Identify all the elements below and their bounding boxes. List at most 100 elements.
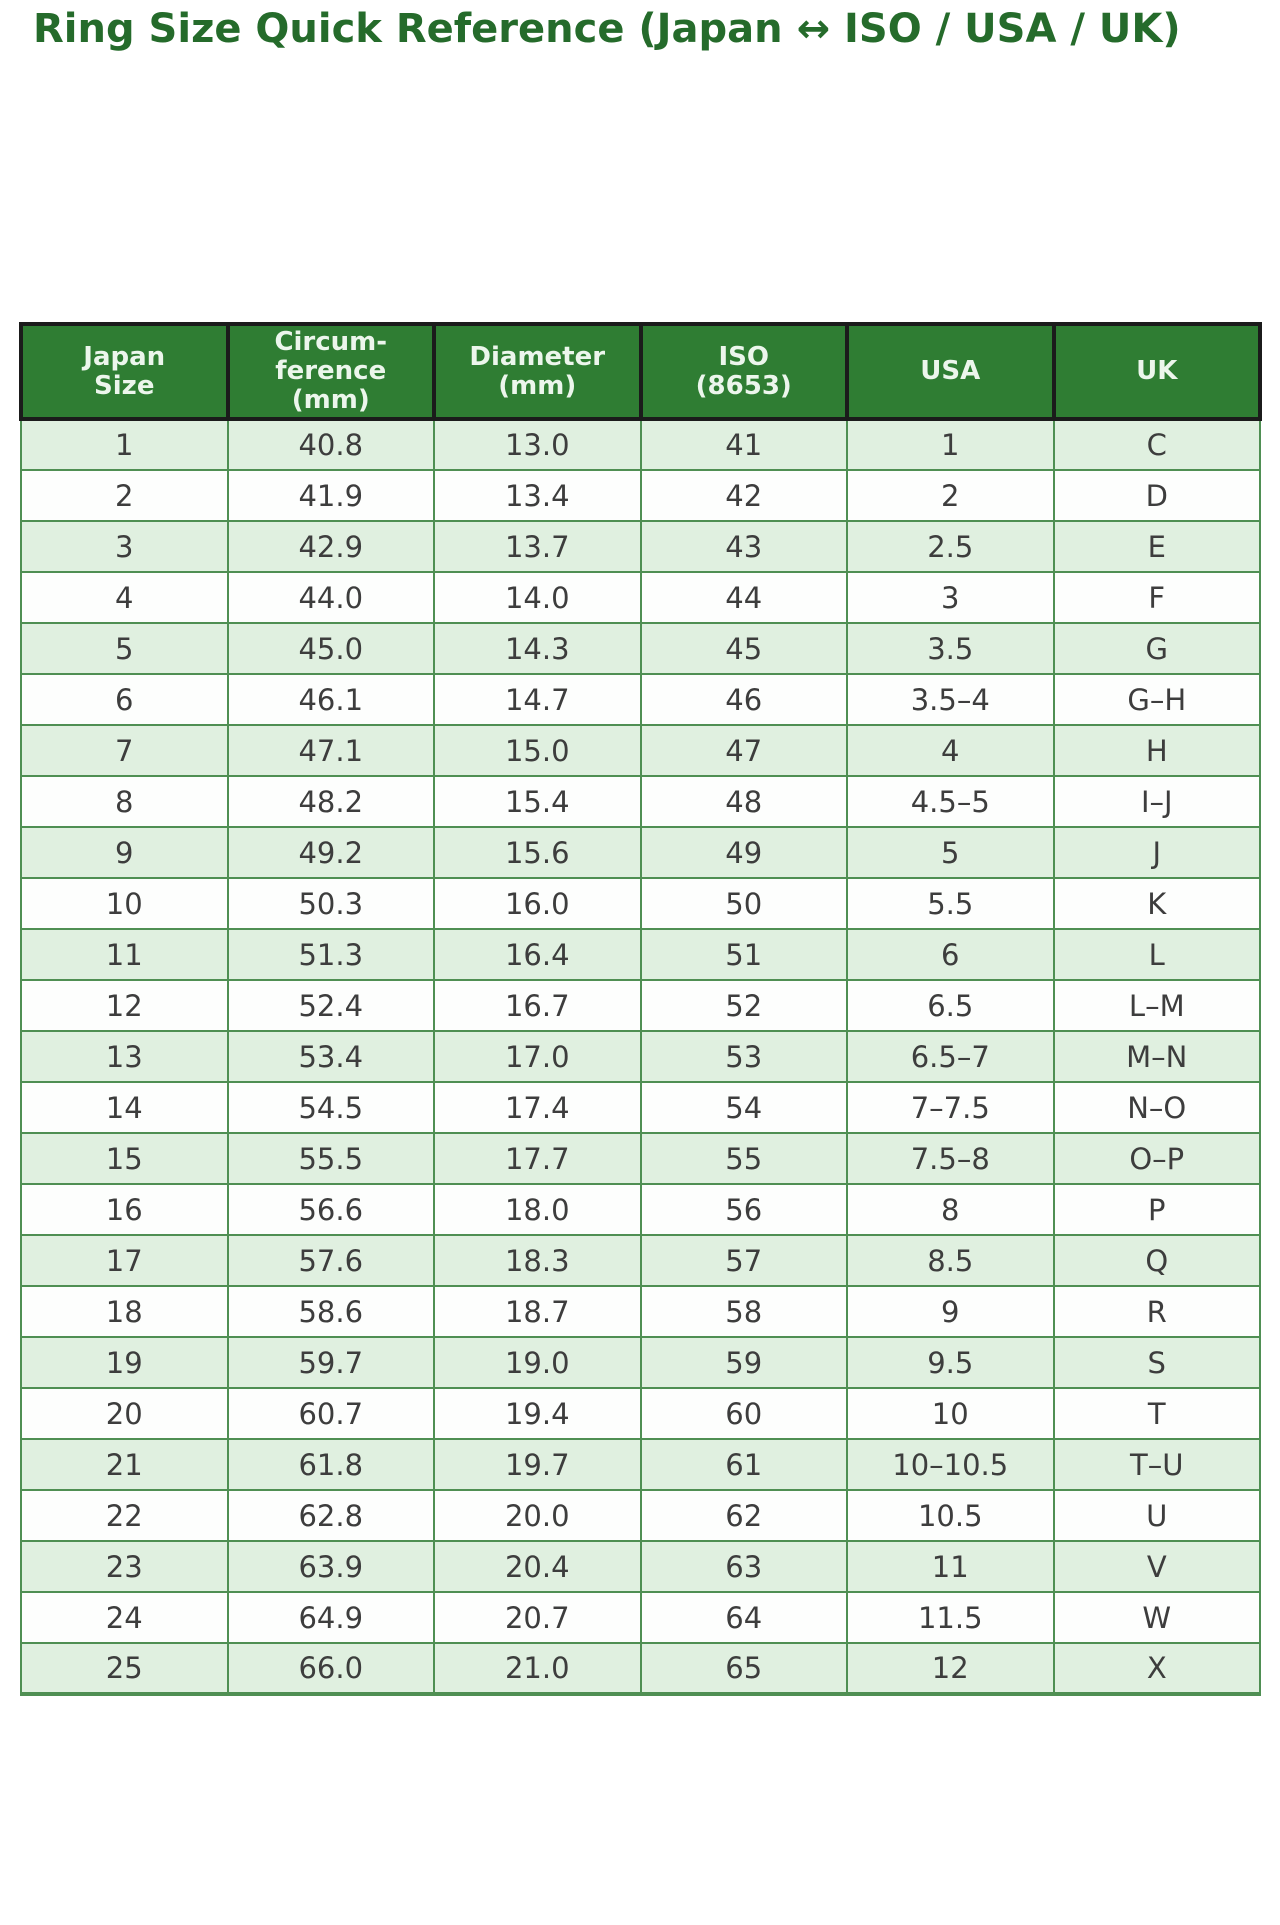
table-cell-usa: 3 bbox=[846, 571, 1055, 625]
table-cell-japan-size: 18 bbox=[20, 1285, 229, 1339]
table-cell-circumference: 46.1 bbox=[226, 673, 435, 727]
table-cell-iso: 45 bbox=[639, 622, 848, 676]
table-cell-japan-size: 5 bbox=[20, 622, 229, 676]
column-header-usa: USA bbox=[845, 321, 1056, 422]
table-row: 8 48.2 15.4 48 4.5–5 I–J bbox=[20, 775, 1261, 829]
table-cell-iso: 54 bbox=[639, 1081, 848, 1135]
table-cell-iso: 58 bbox=[639, 1285, 848, 1339]
table-row: 7 47.1 15.0 47 4 H bbox=[20, 724, 1261, 778]
table-cell-japan-size: 25 bbox=[20, 1642, 229, 1696]
table-cell-uk: H bbox=[1052, 724, 1261, 778]
column-header-diameter: Diameter (mm) bbox=[432, 321, 643, 422]
table-row: 12 52.4 16.7 52 6.5 L–M bbox=[20, 979, 1261, 1033]
table-cell-circumference: 54.5 bbox=[226, 1081, 435, 1135]
table-cell-iso: 44 bbox=[639, 571, 848, 625]
table-cell-usa: 8 bbox=[846, 1183, 1055, 1237]
table-cell-iso: 48 bbox=[639, 775, 848, 829]
table-cell-circumference: 59.7 bbox=[226, 1336, 435, 1390]
table-row: 22 62.8 20.0 62 10.5 U bbox=[20, 1489, 1261, 1543]
table-cell-diameter: 14.0 bbox=[433, 571, 642, 625]
table-row: 15 55.5 17.7 55 7.5–8 O–P bbox=[20, 1132, 1261, 1186]
table-cell-japan-size: 22 bbox=[20, 1489, 229, 1543]
table-row: 14 54.5 17.4 54 7–7.5 N–O bbox=[20, 1081, 1261, 1135]
table-cell-uk: Q bbox=[1052, 1234, 1261, 1288]
table-cell-japan-size: 4 bbox=[20, 571, 229, 625]
table-cell-circumference: 41.9 bbox=[226, 469, 435, 523]
table-cell-usa: 5.5 bbox=[846, 877, 1055, 931]
table-cell-circumference: 42.9 bbox=[226, 520, 435, 574]
table-cell-circumference: 47.1 bbox=[226, 724, 435, 778]
table-cell-uk: S bbox=[1052, 1336, 1261, 1390]
table-cell-japan-size: 3 bbox=[20, 520, 229, 574]
table-row: 11 51.3 16.4 51 6 L bbox=[20, 928, 1261, 982]
table-cell-uk: O–P bbox=[1052, 1132, 1261, 1186]
table-row: 5 45.0 14.3 45 3.5 G bbox=[20, 622, 1261, 676]
table-cell-japan-size: 21 bbox=[20, 1438, 229, 1492]
table-row: 1 40.8 13.0 41 1 C bbox=[20, 418, 1261, 472]
table-cell-usa: 4 bbox=[846, 724, 1055, 778]
table-cell-usa: 5 bbox=[846, 826, 1055, 880]
table-row: 19 59.7 19.0 59 9.5 S bbox=[20, 1336, 1261, 1390]
table-cell-diameter: 18.0 bbox=[433, 1183, 642, 1237]
table-cell-iso: 42 bbox=[639, 469, 848, 523]
table-cell-uk: L–M bbox=[1052, 979, 1261, 1033]
table-cell-usa: 10.5 bbox=[846, 1489, 1055, 1543]
table-cell-usa: 9 bbox=[846, 1285, 1055, 1339]
table-cell-diameter: 16.7 bbox=[433, 979, 642, 1033]
table-cell-circumference: 58.6 bbox=[226, 1285, 435, 1339]
table-row: 3 42.9 13.7 43 2.5 E bbox=[20, 520, 1261, 574]
table-cell-diameter: 17.4 bbox=[433, 1081, 642, 1135]
table-cell-japan-size: 15 bbox=[20, 1132, 229, 1186]
table-cell-iso: 46 bbox=[639, 673, 848, 727]
table-cell-iso: 51 bbox=[639, 928, 848, 982]
table-cell-usa: 3.5 bbox=[846, 622, 1055, 676]
table-cell-circumference: 45.0 bbox=[226, 622, 435, 676]
table-row: 13 53.4 17.0 53 6.5–7 M–N bbox=[20, 1030, 1261, 1084]
table-cell-iso: 61 bbox=[639, 1438, 848, 1492]
table-cell-diameter: 17.7 bbox=[433, 1132, 642, 1186]
table-cell-diameter: 14.3 bbox=[433, 622, 642, 676]
table-cell-diameter: 17.0 bbox=[433, 1030, 642, 1084]
table-cell-iso: 43 bbox=[639, 520, 848, 574]
table-cell-iso: 53 bbox=[639, 1030, 848, 1084]
table-header-row: Japan Size Circum- ference (mm) Diameter (… bbox=[19, 321, 1262, 422]
table-cell-usa: 6.5 bbox=[846, 979, 1055, 1033]
table-cell-diameter: 13.7 bbox=[433, 520, 642, 574]
table-cell-iso: 59 bbox=[639, 1336, 848, 1390]
table-cell-circumference: 48.2 bbox=[226, 775, 435, 829]
column-header-uk: UK bbox=[1051, 321, 1262, 422]
table-cell-usa: 11 bbox=[846, 1540, 1055, 1594]
table-cell-japan-size: 6 bbox=[20, 673, 229, 727]
table-cell-diameter: 15.6 bbox=[433, 826, 642, 880]
table-cell-japan-size: 19 bbox=[20, 1336, 229, 1390]
table-cell-diameter: 18.3 bbox=[433, 1234, 642, 1288]
table-cell-uk: W bbox=[1052, 1591, 1261, 1645]
table-cell-circumference: 62.8 bbox=[226, 1489, 435, 1543]
table-cell-japan-size: 16 bbox=[20, 1183, 229, 1237]
table-cell-japan-size: 20 bbox=[20, 1387, 229, 1441]
table-cell-diameter: 15.4 bbox=[433, 775, 642, 829]
table-cell-iso: 41 bbox=[639, 418, 848, 472]
table-cell-japan-size: 2 bbox=[20, 469, 229, 523]
table-cell-diameter: 19.7 bbox=[433, 1438, 642, 1492]
table-cell-usa: 2 bbox=[846, 469, 1055, 523]
table-cell-circumference: 55.5 bbox=[226, 1132, 435, 1186]
table-cell-diameter: 18.7 bbox=[433, 1285, 642, 1339]
table-cell-japan-size: 17 bbox=[20, 1234, 229, 1288]
table-cell-usa: 2.5 bbox=[846, 520, 1055, 574]
table-cell-uk: G bbox=[1052, 622, 1261, 676]
table-cell-diameter: 16.0 bbox=[433, 877, 642, 931]
table-row: 21 61.8 19.7 61 10–10.5 T–U bbox=[20, 1438, 1261, 1492]
page-title: Ring Size Quick Reference (Japan ↔ ISO /… bbox=[33, 6, 1181, 52]
table-cell-circumference: 44.0 bbox=[226, 571, 435, 625]
table-cell-usa: 6.5–7 bbox=[846, 1030, 1055, 1084]
table-cell-usa: 10 bbox=[846, 1387, 1055, 1441]
table-cell-iso: 56 bbox=[639, 1183, 848, 1237]
table-cell-iso: 55 bbox=[639, 1132, 848, 1186]
table-cell-diameter: 20.0 bbox=[433, 1489, 642, 1543]
table-cell-diameter: 19.0 bbox=[433, 1336, 642, 1390]
column-header-iso: ISO (8653) bbox=[638, 321, 849, 422]
table-row: 20 60.7 19.4 60 10 T bbox=[20, 1387, 1261, 1441]
table-cell-diameter: 20.4 bbox=[433, 1540, 642, 1594]
